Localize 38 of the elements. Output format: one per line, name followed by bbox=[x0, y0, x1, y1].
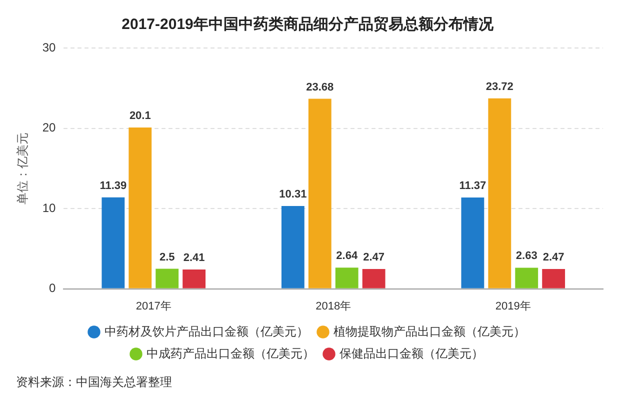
data-label: 10.31 bbox=[279, 188, 307, 201]
data-label: 2.64 bbox=[336, 250, 358, 262]
bar bbox=[461, 198, 484, 288]
data-label: 11.37 bbox=[459, 180, 486, 192]
bar bbox=[308, 98, 332, 288]
y-tick-label: 30 bbox=[42, 40, 56, 54]
bar bbox=[182, 269, 206, 288]
data-label: 20.1 bbox=[129, 110, 151, 122]
legend-label: 中成药产品出口金额（亿美元） bbox=[146, 346, 314, 360]
bar bbox=[156, 268, 179, 288]
data-label: 2.47 bbox=[363, 252, 385, 264]
y-tick-label: 10 bbox=[42, 200, 56, 215]
data-label: 23.68 bbox=[306, 81, 334, 94]
bar bbox=[488, 98, 512, 288]
bar bbox=[542, 268, 566, 288]
x-tick-label: 2019年 bbox=[495, 300, 531, 312]
text: 资料来源：中国海关总署整理 bbox=[15, 374, 173, 391]
data-label: 2.63 bbox=[516, 250, 538, 262]
bar bbox=[335, 268, 358, 288]
bar bbox=[362, 268, 386, 288]
x-tick-label: 2017年 bbox=[136, 300, 172, 312]
legend-label: 保健品出口金额（亿美元） bbox=[340, 346, 484, 360]
chart-title: 2017-2019年中国中药类商品细分产品贸易总额分布情况 bbox=[122, 15, 494, 34]
data-label: 11.39 bbox=[100, 180, 127, 192]
data-label: 2.41 bbox=[183, 252, 205, 264]
bar bbox=[128, 127, 152, 288]
y-axis-title: 单位：亿美元 bbox=[16, 132, 30, 204]
legend-label: 植物提取物产品出口金额（亿美元） bbox=[334, 324, 526, 338]
y-tick-label: 0 bbox=[49, 281, 56, 296]
data-label: 23.72 bbox=[486, 80, 514, 93]
data-label: 2.47 bbox=[542, 252, 564, 264]
bar bbox=[281, 206, 304, 288]
x-tick-label: 2018年 bbox=[316, 300, 352, 312]
data-label: 2.5 bbox=[159, 251, 175, 264]
y-tick-label: 20 bbox=[42, 120, 56, 135]
legend-label: 中药材及饮片产品出口金额（亿美元） bbox=[104, 324, 308, 338]
bar bbox=[102, 197, 125, 288]
bar bbox=[515, 268, 538, 288]
